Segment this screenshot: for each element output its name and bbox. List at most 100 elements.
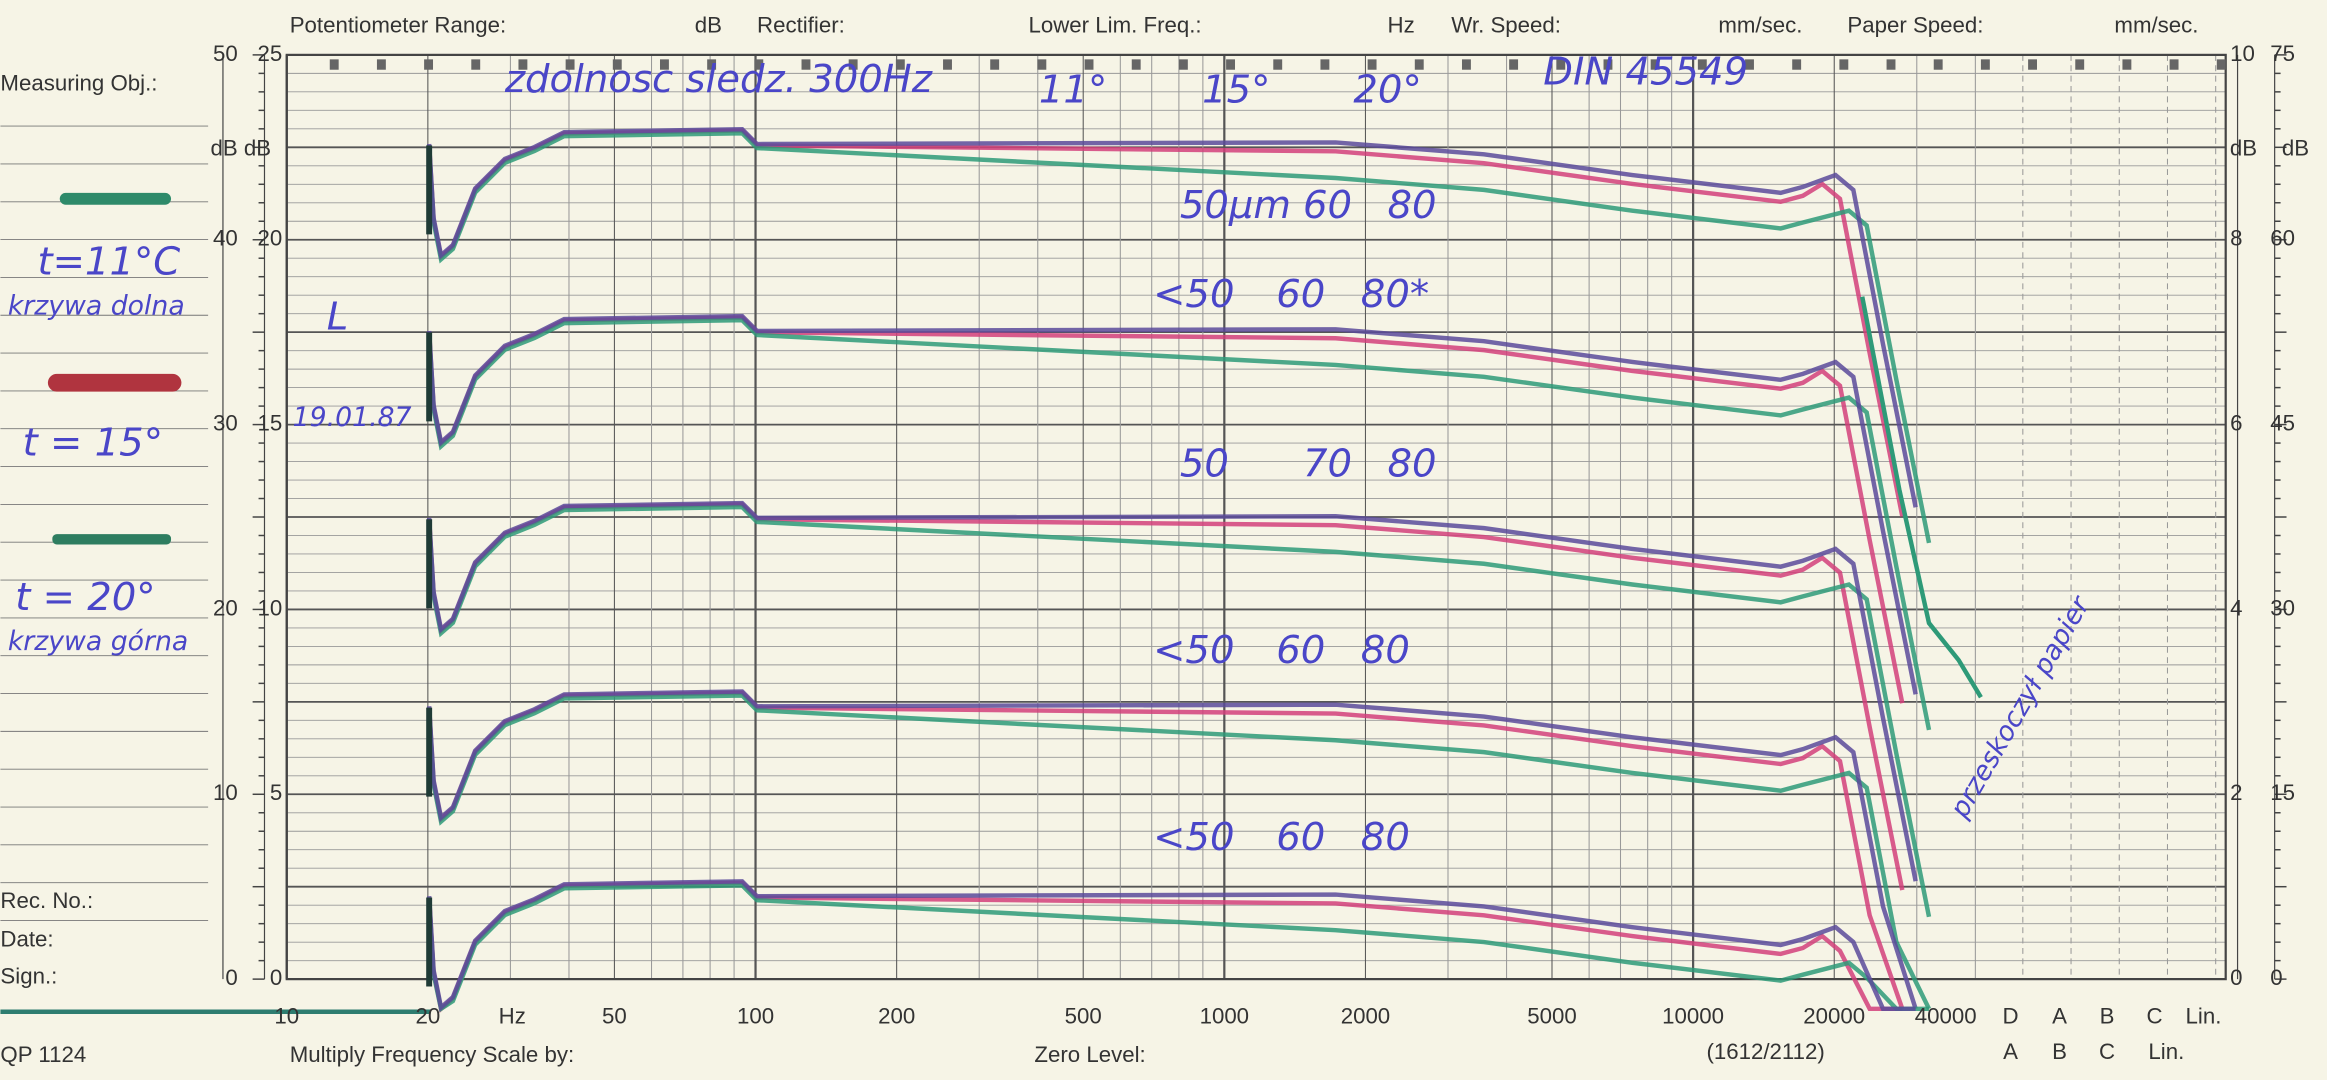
x-labels-text: 100	[737, 1004, 774, 1029]
footer-text: Multiply Frequency Scale by:	[290, 1042, 574, 1067]
notes-text: t=11°C	[38, 240, 181, 285]
left-scale-text: 0	[225, 965, 237, 990]
plot-frame	[285, 53, 2227, 981]
sprocket	[1886, 59, 1896, 70]
sprocket	[2169, 59, 2179, 70]
x-labels-text: B	[2100, 1004, 2115, 1029]
sprocket	[2216, 59, 2226, 70]
sprocket	[1839, 59, 1849, 70]
response-curve	[426, 126, 1918, 508]
sprocket	[2075, 59, 2085, 70]
notes-text: 80	[1388, 441, 1437, 486]
header-text: Lower Lim. Freq.:	[1029, 13, 1202, 38]
x-labels-text: C	[2146, 1004, 2162, 1029]
sprocket	[1414, 59, 1424, 70]
sprocket	[1603, 59, 1613, 70]
x-labels-text: Hz	[499, 1004, 526, 1029]
right-scale-text: 8	[2230, 226, 2242, 251]
left-panel-text: QP 1124	[0, 1042, 86, 1067]
header-text: mm/sec.	[1718, 13, 1802, 38]
x-labels-text: 40000	[1915, 1004, 1977, 1029]
x-labels-text: 2000	[1341, 1004, 1391, 1029]
right-scale-text: 30	[2270, 595, 2295, 620]
response-curve	[426, 500, 1918, 882]
response-curve	[426, 317, 1932, 731]
sprocket	[754, 59, 764, 70]
right-scale-text: 4	[2230, 595, 2242, 620]
response-curve	[426, 883, 1929, 1013]
response-curve	[426, 689, 1918, 1010]
sprocket	[848, 59, 858, 70]
x-labels_lower-text: B	[2052, 1039, 2067, 1064]
x-labels-text: 10	[274, 1004, 299, 1029]
right-scale-text: 0	[2270, 965, 2282, 990]
header-text: Wr. Speed:	[1451, 13, 1561, 38]
header-text: Paper Speed:	[1847, 13, 1983, 38]
left-panel-text: Sign.:	[0, 964, 57, 989]
notes-text: krzywa górna	[8, 626, 188, 657]
notes-text: L	[327, 294, 348, 339]
notes-text: <50	[1153, 628, 1234, 673]
sprocket	[2028, 59, 2037, 70]
header-text: Rectifier:	[757, 13, 845, 38]
sprocket	[943, 59, 952, 70]
header-text: dB	[695, 13, 722, 38]
x-labels-text: 20000	[1803, 1004, 1865, 1029]
sprocket	[1650, 59, 1660, 70]
left-scale-text: 20	[258, 226, 283, 251]
notes-text: t = 20°	[15, 575, 155, 620]
x-labels-text: 1000	[1200, 1004, 1250, 1029]
sprocket	[1273, 59, 1283, 70]
x-labels-text: 20	[415, 1004, 440, 1029]
sprocket	[1509, 59, 1519, 70]
notes-text: 50	[1180, 441, 1229, 486]
sprocket	[1131, 59, 1141, 70]
response-curve	[426, 879, 1916, 1012]
right-scale-text: 10	[2230, 41, 2255, 66]
x-labels-text: 5000	[1527, 1004, 1577, 1029]
header-text: Hz	[1388, 13, 1415, 38]
notes-text: 60	[1276, 272, 1325, 317]
left-scale-text: 30	[213, 410, 238, 435]
sprocket	[659, 59, 669, 70]
sprocket	[801, 59, 811, 70]
sprocket	[1745, 59, 1754, 70]
header-text: Potentiometer Range:	[290, 13, 506, 38]
sprocket	[1461, 59, 1471, 70]
left-panel-text: Rec. No.:	[0, 888, 93, 913]
response-curve	[426, 130, 1932, 544]
left-panel-text: Date:	[0, 926, 53, 951]
notes-text: <50	[1153, 272, 1234, 317]
x-labels_lower-text: C	[2099, 1039, 2115, 1064]
response-curve	[426, 313, 1918, 695]
sprocket	[1556, 59, 1566, 70]
right-scale-text: 15	[2270, 780, 2295, 805]
sprocket	[471, 59, 481, 70]
right-scale-text: 2	[2230, 780, 2242, 805]
notes-text: 11°	[1039, 67, 1107, 112]
notes-text: 80*	[1361, 272, 1429, 317]
notes-text: 60	[1276, 815, 1325, 860]
footer-text: (1612/2112)	[1706, 1039, 1824, 1064]
sprocket	[612, 59, 622, 70]
right-scale-text: 0	[2230, 965, 2242, 990]
sprocket	[1226, 59, 1236, 70]
swatch-green	[59, 192, 172, 205]
notes-text: 80	[1388, 183, 1437, 228]
left-scale-text: 40	[213, 226, 238, 251]
left-panel-text: Measuring Obj.:	[0, 70, 157, 95]
swatch-red	[47, 373, 182, 392]
left-scale-text: dB dB	[210, 136, 271, 161]
swatch-green-2	[52, 534, 172, 545]
header-text: mm/sec.	[2114, 13, 2198, 38]
x-labels-text: 50	[602, 1004, 627, 1029]
notes-text: t = 15°	[23, 421, 163, 466]
overflow-curve	[1860, 296, 1983, 699]
x-labels-text: 500	[1065, 1004, 1102, 1029]
left-scale-text: 10	[213, 780, 238, 805]
sprocket	[1933, 59, 1943, 70]
right-scale-text: dB	[2282, 136, 2309, 161]
right-scale-text: dB	[2230, 136, 2257, 161]
notes-text: 15°	[1202, 67, 1270, 112]
